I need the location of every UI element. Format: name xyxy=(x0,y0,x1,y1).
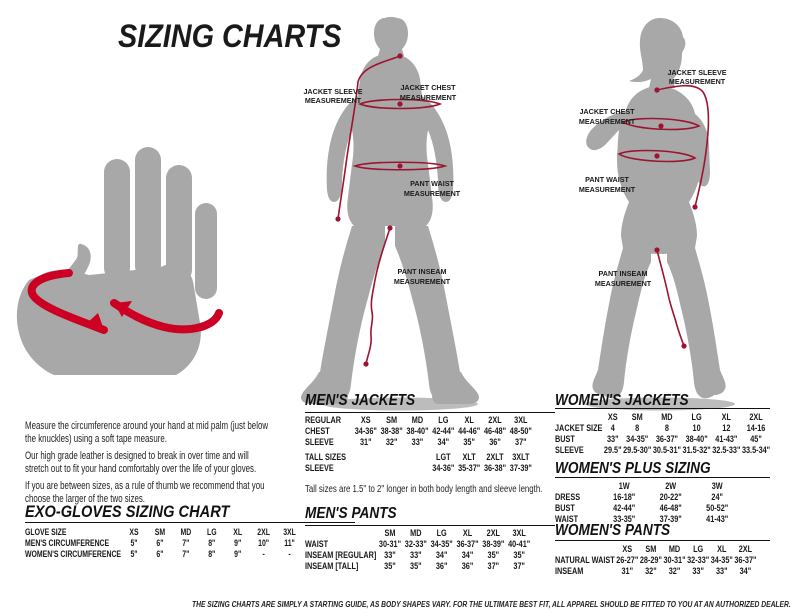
svg-text:PANT WAIST: PANT WAIST xyxy=(585,175,629,184)
svg-text:MEASUREMENT: MEASUREMENT xyxy=(404,189,461,198)
svg-text:MEASUREMENT: MEASUREMENT xyxy=(579,185,636,194)
svg-text:MEASUREMENT: MEASUREMENT xyxy=(394,277,451,286)
svg-text:MEASUREMENT: MEASUREMENT xyxy=(400,93,457,102)
svg-text:JACKET CHEST: JACKET CHEST xyxy=(579,107,635,116)
svg-text:MEASUREMENT: MEASUREMENT xyxy=(579,117,636,126)
svg-text:JACKET SLEEVE: JACKET SLEEVE xyxy=(303,87,362,96)
svg-text:JACKET CHEST: JACKET CHEST xyxy=(400,83,456,92)
svg-text:MEASUREMENT: MEASUREMENT xyxy=(595,279,652,288)
svg-text:JACKET SLEEVE: JACKET SLEEVE xyxy=(667,68,726,77)
svg-text:MEASUREMENT: MEASUREMENT xyxy=(669,77,726,86)
svg-text:PANT WAIST: PANT WAIST xyxy=(410,179,454,188)
svg-text:PANT INSEAM: PANT INSEAM xyxy=(599,269,648,278)
svg-text:PANT INSEAM: PANT INSEAM xyxy=(398,267,447,276)
svg-text:MEASUREMENT: MEASUREMENT xyxy=(305,96,362,105)
